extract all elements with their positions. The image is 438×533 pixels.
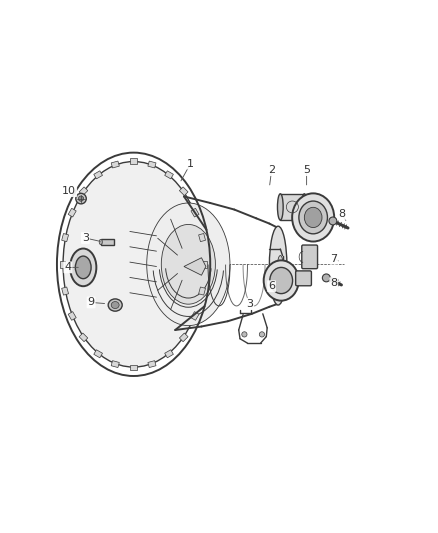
- Ellipse shape: [242, 332, 247, 337]
- FancyBboxPatch shape: [296, 271, 311, 286]
- Bar: [191, 312, 199, 320]
- Bar: [68, 312, 76, 320]
- Bar: [130, 365, 137, 370]
- Text: 3: 3: [82, 233, 89, 243]
- Text: 4: 4: [64, 262, 71, 272]
- Ellipse shape: [99, 239, 102, 245]
- Bar: [198, 233, 205, 241]
- FancyBboxPatch shape: [302, 245, 318, 269]
- Bar: [68, 208, 76, 217]
- Text: 9: 9: [88, 297, 95, 308]
- Ellipse shape: [270, 268, 293, 294]
- Bar: [130, 158, 137, 164]
- Ellipse shape: [75, 256, 91, 279]
- Ellipse shape: [108, 299, 122, 311]
- Bar: [101, 239, 114, 245]
- Ellipse shape: [264, 260, 299, 301]
- Bar: [62, 287, 69, 295]
- Bar: [198, 287, 205, 295]
- Bar: [148, 161, 156, 168]
- Bar: [79, 187, 88, 196]
- Bar: [202, 261, 207, 268]
- Bar: [180, 333, 188, 342]
- Ellipse shape: [304, 207, 322, 228]
- Bar: [191, 208, 199, 217]
- Text: 1: 1: [187, 159, 194, 168]
- Text: 8: 8: [330, 278, 337, 288]
- Polygon shape: [184, 258, 206, 275]
- Ellipse shape: [322, 274, 330, 282]
- Text: 5: 5: [303, 165, 310, 175]
- Bar: [111, 361, 119, 368]
- Text: 10: 10: [62, 186, 76, 196]
- Bar: [62, 233, 69, 241]
- Ellipse shape: [161, 224, 215, 304]
- Ellipse shape: [269, 226, 287, 305]
- Bar: [111, 161, 119, 168]
- Ellipse shape: [147, 203, 230, 326]
- Text: 7: 7: [330, 254, 337, 264]
- Bar: [180, 187, 188, 196]
- Bar: [165, 350, 173, 358]
- Bar: [148, 361, 156, 368]
- Ellipse shape: [278, 194, 283, 220]
- Text: 3: 3: [246, 298, 253, 309]
- Text: 6: 6: [268, 281, 275, 291]
- Ellipse shape: [63, 161, 204, 367]
- Bar: [94, 350, 102, 358]
- Ellipse shape: [278, 255, 283, 273]
- Ellipse shape: [329, 217, 337, 225]
- Ellipse shape: [292, 193, 334, 241]
- Ellipse shape: [259, 332, 265, 337]
- Ellipse shape: [111, 302, 119, 309]
- Ellipse shape: [78, 196, 84, 201]
- Ellipse shape: [70, 248, 96, 286]
- Ellipse shape: [302, 194, 307, 220]
- Bar: [165, 171, 173, 179]
- Bar: [94, 171, 102, 179]
- Text: 2: 2: [268, 165, 275, 175]
- Ellipse shape: [76, 193, 86, 204]
- Bar: [79, 333, 88, 342]
- Text: 8: 8: [338, 209, 345, 219]
- Bar: [280, 194, 304, 220]
- Bar: [60, 261, 65, 268]
- Ellipse shape: [299, 201, 328, 234]
